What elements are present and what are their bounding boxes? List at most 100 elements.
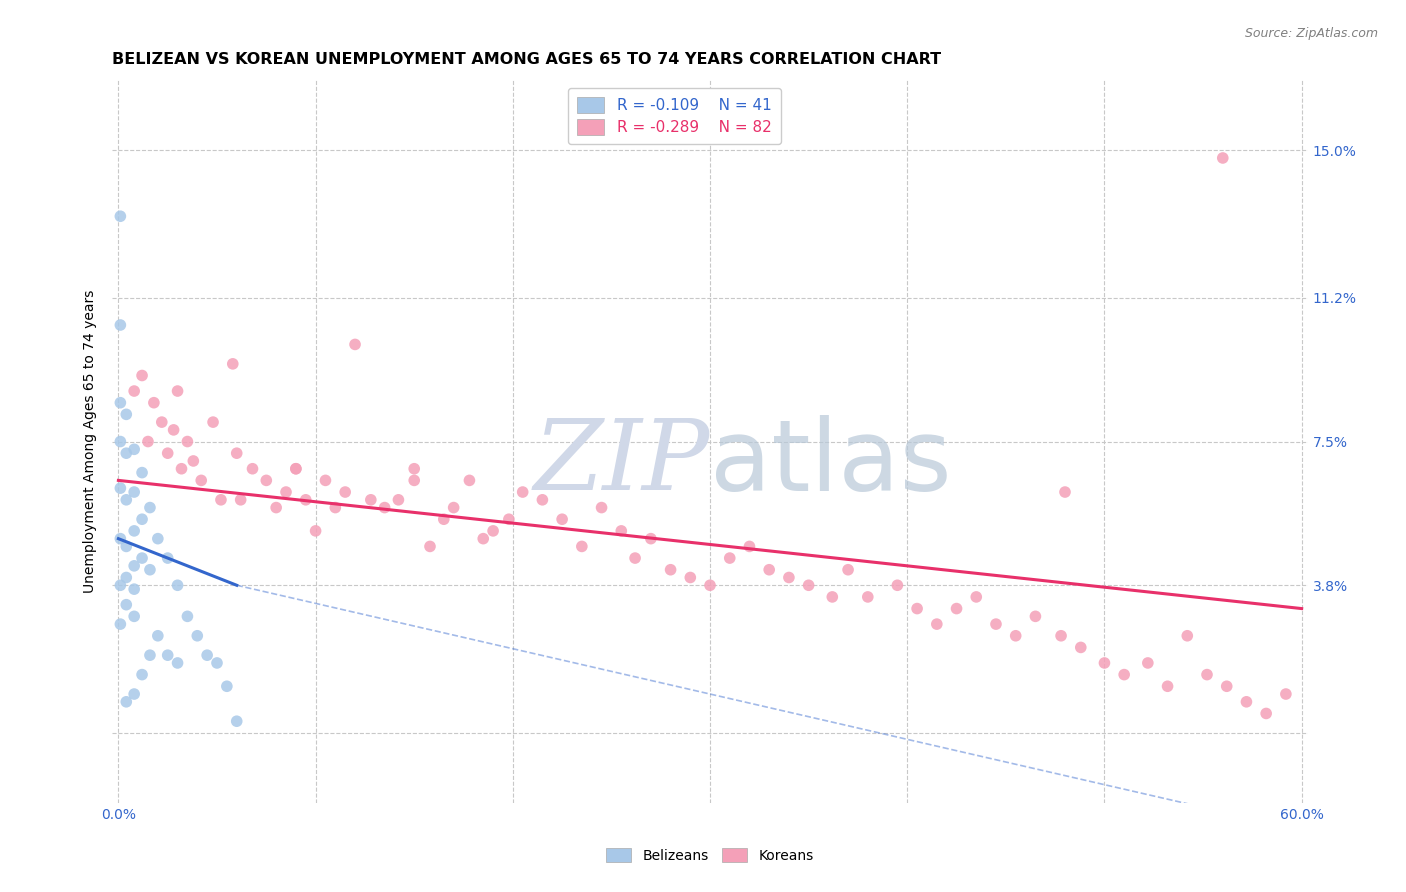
Point xyxy=(498,512,520,526)
Point xyxy=(335,485,357,500)
Point xyxy=(404,474,426,488)
Point xyxy=(472,532,495,546)
Point xyxy=(1004,629,1026,643)
Legend: Belizeans, Koreans: Belizeans, Koreans xyxy=(600,842,820,868)
Point xyxy=(122,524,145,538)
Point xyxy=(146,629,169,643)
Point xyxy=(150,415,173,429)
Point xyxy=(110,318,132,332)
Text: ZIP: ZIP xyxy=(534,416,710,511)
Point xyxy=(122,687,145,701)
Point xyxy=(115,540,138,554)
Point xyxy=(110,434,132,449)
Point xyxy=(1024,609,1046,624)
Point xyxy=(122,384,145,398)
Point xyxy=(131,512,153,526)
Point xyxy=(797,578,820,592)
Point xyxy=(1215,679,1237,693)
Point xyxy=(110,209,132,223)
Point xyxy=(122,582,145,596)
Point xyxy=(387,492,409,507)
Point xyxy=(905,601,928,615)
Point xyxy=(229,492,252,507)
Point xyxy=(821,590,844,604)
Point xyxy=(659,563,682,577)
Point xyxy=(443,500,465,515)
Point xyxy=(314,474,336,488)
Point xyxy=(512,485,534,500)
Point xyxy=(886,578,908,592)
Text: atlas: atlas xyxy=(710,415,952,512)
Point xyxy=(183,454,205,468)
Point xyxy=(136,434,159,449)
Point xyxy=(115,408,138,422)
Point xyxy=(856,590,879,604)
Point xyxy=(419,540,441,554)
Point xyxy=(1175,629,1198,643)
Point xyxy=(591,500,613,515)
Point xyxy=(225,446,247,460)
Point xyxy=(640,532,662,546)
Y-axis label: Unemployment Among Ages 65 to 74 years: Unemployment Among Ages 65 to 74 years xyxy=(83,290,97,593)
Point xyxy=(131,667,153,681)
Point xyxy=(323,500,346,515)
Point xyxy=(254,474,277,488)
Point xyxy=(195,648,218,663)
Point xyxy=(264,500,287,515)
Point xyxy=(162,423,184,437)
Point xyxy=(166,384,188,398)
Point xyxy=(139,648,162,663)
Point xyxy=(404,461,426,475)
Point xyxy=(122,442,145,457)
Point xyxy=(837,563,859,577)
Point xyxy=(131,368,153,383)
Point xyxy=(718,551,741,566)
Point xyxy=(115,695,138,709)
Point xyxy=(122,609,145,624)
Point xyxy=(531,492,554,507)
Point xyxy=(156,648,179,663)
Point xyxy=(1275,687,1298,701)
Point xyxy=(945,601,967,615)
Point xyxy=(360,492,382,507)
Point xyxy=(1256,706,1278,721)
Point xyxy=(738,540,761,554)
Point xyxy=(1236,695,1258,709)
Point xyxy=(156,446,179,460)
Point xyxy=(374,500,396,515)
Text: Source: ZipAtlas.com: Source: ZipAtlas.com xyxy=(1244,27,1378,40)
Point xyxy=(758,563,780,577)
Point xyxy=(610,524,633,538)
Point xyxy=(110,395,132,409)
Point xyxy=(176,434,198,449)
Point xyxy=(139,500,162,515)
Point xyxy=(115,492,138,507)
Point xyxy=(146,532,169,546)
Point xyxy=(679,570,702,584)
Point xyxy=(170,461,193,475)
Point xyxy=(205,656,228,670)
Point xyxy=(139,563,162,577)
Point xyxy=(571,540,593,554)
Point xyxy=(1156,679,1178,693)
Point xyxy=(215,679,238,693)
Point xyxy=(1136,656,1159,670)
Point xyxy=(344,337,367,351)
Point xyxy=(1212,151,1234,165)
Point xyxy=(242,461,264,475)
Point xyxy=(142,395,165,409)
Point xyxy=(433,512,456,526)
Point xyxy=(209,492,232,507)
Point xyxy=(186,629,208,643)
Point xyxy=(131,551,153,566)
Point xyxy=(122,485,145,500)
Point xyxy=(551,512,574,526)
Point xyxy=(225,714,247,729)
Point xyxy=(1070,640,1092,655)
Point xyxy=(1114,667,1136,681)
Point xyxy=(965,590,987,604)
Point xyxy=(458,474,481,488)
Point xyxy=(984,617,1007,632)
Point xyxy=(925,617,948,632)
Point xyxy=(115,570,138,584)
